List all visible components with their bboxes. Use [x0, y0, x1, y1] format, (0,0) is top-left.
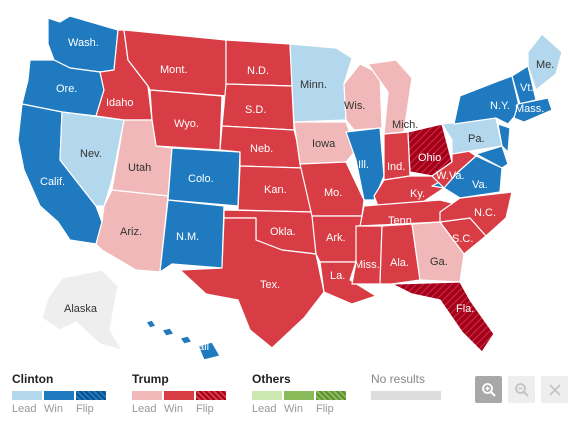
legend-others-lead: Lead [252, 403, 277, 415]
state-arizona[interactable] [95, 189, 169, 273]
state-alabama[interactable] [379, 223, 421, 285]
us-election-map: Wash. Ore. Calif. Nev. Idaho Mont. Wyo. … [17, 15, 563, 361]
swatch-others-flip [316, 391, 346, 400]
state-alaska[interactable] [41, 269, 123, 351]
state-florida[interactable] [391, 281, 495, 353]
legend-trump: Trump Lead Win Flip [132, 372, 226, 415]
state-wyoming[interactable] [149, 89, 223, 151]
legend-others: Others Lead Win Flip [252, 372, 346, 415]
close-icon [548, 383, 561, 396]
swatch-clinton-win [44, 391, 74, 400]
legend-clinton-flip: Flip [76, 403, 94, 415]
state-minnesota[interactable] [289, 43, 353, 123]
legend-clinton: Clinton Lead Win Flip [12, 372, 106, 415]
zoom-in-button[interactable] [475, 376, 502, 403]
state-indiana[interactable] [383, 131, 411, 181]
legend-no-results-title: No results [371, 372, 426, 386]
swatch-trump-flip [196, 391, 226, 400]
legend-clinton-lead: Lead [12, 403, 37, 415]
state-illinois[interactable] [345, 127, 385, 201]
legend-clinton-win: Win [44, 403, 63, 415]
state-wisconsin[interactable] [343, 63, 383, 131]
legend-others-title: Others [252, 372, 291, 386]
state-new-york[interactable] [453, 75, 521, 125]
state-mississippi[interactable] [351, 225, 383, 285]
swatch-clinton-flip [76, 391, 106, 400]
swatch-trump-win [164, 391, 194, 400]
zoom-controls [475, 376, 568, 403]
zoom-out-button[interactable] [508, 376, 535, 403]
reset-map-button[interactable] [541, 376, 568, 403]
state-south-dakota[interactable] [221, 83, 295, 131]
state-colorado[interactable] [167, 147, 241, 207]
legend-trump-win: Win [164, 403, 183, 415]
legend-others-flip: Flip [316, 403, 334, 415]
state-kansas[interactable] [237, 165, 313, 213]
state-iowa[interactable] [293, 121, 357, 165]
swatch-no-results [371, 391, 441, 400]
state-massachusetts-ct-ri[interactable] [513, 97, 553, 123]
state-new-mexico[interactable] [159, 199, 225, 273]
state-maryland-delaware[interactable] [475, 145, 509, 169]
legend-trump-flip: Flip [196, 403, 214, 415]
state-maine[interactable] [527, 33, 563, 91]
zoom-out-icon [514, 382, 529, 397]
legend-trump-title: Trump [132, 372, 169, 386]
state-arkansas[interactable] [311, 215, 363, 263]
state-new-jersey[interactable] [497, 123, 511, 153]
state-missouri[interactable] [299, 161, 365, 217]
swatch-clinton-lead [12, 391, 42, 400]
map-legend: Clinton Lead Win Flip Trump Lead Win Fli… [12, 372, 452, 424]
legend-no-results: No results [371, 372, 441, 400]
legend-others-win: Win [284, 403, 303, 415]
swatch-others-lead [252, 391, 282, 400]
state-north-dakota[interactable] [225, 39, 293, 87]
state-hawaii[interactable] [145, 319, 221, 361]
swatch-trump-lead [132, 391, 162, 400]
zoom-in-icon [481, 382, 496, 397]
legend-clinton-title: Clinton [12, 372, 54, 386]
swatch-others-win [284, 391, 314, 400]
legend-trump-lead: Lead [132, 403, 157, 415]
state-texas[interactable] [179, 217, 325, 349]
